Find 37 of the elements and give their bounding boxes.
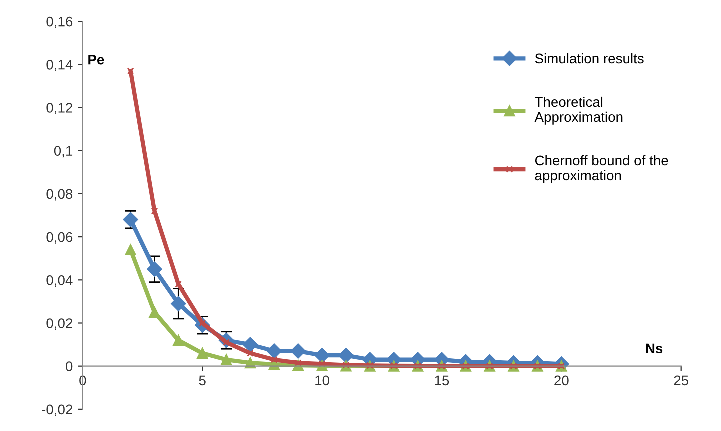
point <box>125 244 136 256</box>
point <box>290 344 306 359</box>
point <box>220 354 232 366</box>
point <box>242 337 258 352</box>
point <box>175 280 182 288</box>
point <box>173 334 184 346</box>
point <box>127 68 134 75</box>
point <box>314 348 330 364</box>
point <box>171 296 186 312</box>
x-tick-label: 5 <box>199 376 206 386</box>
x-tick-label: 25 <box>674 376 688 386</box>
y-tick-label: 0,14 <box>46 60 73 72</box>
y-tick-label: 0,1 <box>54 146 73 158</box>
x-tick-label: 10 <box>316 376 330 386</box>
point <box>147 262 162 277</box>
point <box>247 350 254 357</box>
legend-label: Chernoff bound of the approximation <box>535 155 668 184</box>
point <box>149 306 160 318</box>
y-tick-label: -0,02 <box>42 404 72 416</box>
point <box>338 348 354 364</box>
y-tick-label: 0,02 <box>46 318 72 330</box>
y-tick-label: 0,16 <box>46 16 73 28</box>
point <box>151 208 158 215</box>
legend-label: Simulation results <box>535 53 644 64</box>
x-tick-label: 15 <box>435 376 450 386</box>
point <box>197 348 208 359</box>
y-tick-label: 0,08 <box>46 189 73 201</box>
legend-label: Theoretical Approximation <box>534 96 623 125</box>
point <box>266 344 282 359</box>
y-tick-label: 0,04 <box>46 275 73 287</box>
y-tick-label: 0 <box>66 362 73 372</box>
y-tick-label: 0,12 <box>46 103 72 115</box>
y-tick-label: 0,06 <box>46 232 73 244</box>
x-tick-label: 20 <box>554 376 569 386</box>
x-axis-title: Ns <box>646 344 663 354</box>
point <box>270 356 278 364</box>
y-axis-title: Pe <box>88 55 104 65</box>
